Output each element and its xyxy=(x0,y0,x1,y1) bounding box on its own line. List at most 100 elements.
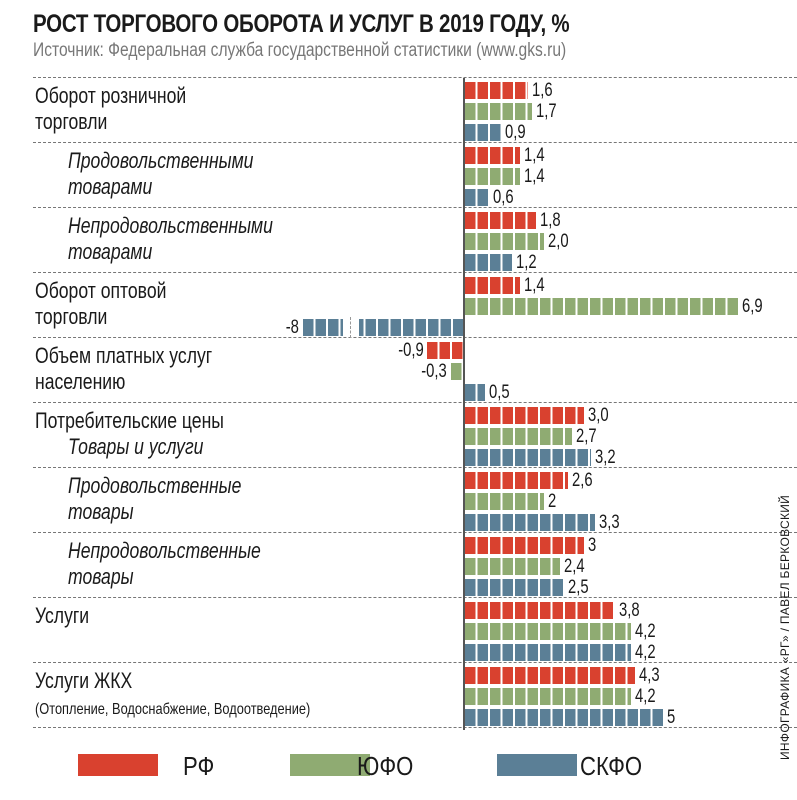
group-label: населению xyxy=(35,369,126,394)
group-separator xyxy=(33,597,797,598)
bar-rf xyxy=(465,147,521,164)
value-label: 3,8 xyxy=(619,600,640,621)
bar-rf xyxy=(465,537,584,554)
value-label: 0,6 xyxy=(492,187,514,208)
bar-rf xyxy=(465,667,635,684)
value-label: 2,6 xyxy=(571,470,593,491)
legend-swatch-skfo xyxy=(497,754,577,776)
group-label: товары xyxy=(68,564,134,589)
legend-swatch-yufo xyxy=(290,754,370,776)
bar-rf xyxy=(465,602,616,619)
group-label: торговли xyxy=(35,109,108,134)
value-label: 5 xyxy=(666,707,675,728)
group-label: товары xyxy=(68,499,134,524)
value-label: 4,2 xyxy=(634,686,656,707)
value-label: -0,9 xyxy=(397,340,424,361)
zero-axis xyxy=(463,78,465,730)
bar-rf xyxy=(465,212,537,229)
value-label: 3 xyxy=(587,535,596,556)
bar-skfo xyxy=(465,709,663,726)
group-separator xyxy=(33,662,797,663)
group-label: Непродовольственные xyxy=(68,538,261,563)
value-label: 1,6 xyxy=(532,80,553,101)
bar-yufo xyxy=(465,168,521,185)
group-label: Продовольственные xyxy=(68,473,242,498)
group-label: Оборот розничной xyxy=(35,83,187,108)
group-label: (Отопление, Водоснабжение, Водоотведение… xyxy=(35,701,311,718)
group-separator xyxy=(33,142,797,143)
group-label: товарами xyxy=(68,239,153,264)
chart-title: РОСТ ТОРГОВОГО ОБОРОТА И УСЛУГ В 2019 ГО… xyxy=(33,10,570,38)
value-label: 3,2 xyxy=(595,447,616,468)
group-separator xyxy=(33,467,797,468)
group-label: Услуги ЖКХ xyxy=(35,668,133,693)
bar-rf xyxy=(465,407,584,424)
axis-break xyxy=(343,319,359,336)
bar-yufo xyxy=(465,493,544,510)
group-label: Товары и услуги xyxy=(68,434,204,459)
bar-yufo xyxy=(465,103,533,120)
bar-skfo xyxy=(303,319,463,336)
value-label: 1,4 xyxy=(524,275,545,296)
bar-yufo xyxy=(465,428,572,445)
value-label: 6,9 xyxy=(741,296,763,317)
value-label: 1,7 xyxy=(536,101,557,122)
value-label: 1,8 xyxy=(540,210,561,231)
group-label: Продовольственными xyxy=(68,148,254,173)
group-label: Непродовольственными xyxy=(68,213,273,238)
value-label: 4,3 xyxy=(638,665,660,686)
group-label: торговли xyxy=(35,304,108,329)
bar-yufo xyxy=(451,363,463,380)
bar-skfo xyxy=(465,644,631,661)
value-label: 2,5 xyxy=(567,577,589,598)
value-label: 0,9 xyxy=(504,122,526,143)
bar-skfo xyxy=(465,124,501,141)
chart-source: Источник: Федеральная служба государстве… xyxy=(33,40,567,61)
bar-rf xyxy=(465,472,568,489)
bar-skfo xyxy=(465,189,489,206)
bar-skfo xyxy=(465,384,485,401)
group-label: Объем платных услуг xyxy=(35,343,213,368)
legend-label-rf: РФ xyxy=(183,751,215,781)
group-separator xyxy=(33,272,797,273)
bar-yufo xyxy=(465,623,631,640)
value-label: 1,2 xyxy=(516,252,537,273)
axis-break-mark xyxy=(350,317,351,338)
bar-rf xyxy=(427,342,463,359)
bar-rf xyxy=(465,82,529,99)
bar-yufo xyxy=(465,688,631,705)
value-label: 4,2 xyxy=(634,621,656,642)
bar-yufo xyxy=(465,298,738,315)
bar-rf xyxy=(465,277,521,294)
value-label: 3,3 xyxy=(599,512,620,533)
group-separator xyxy=(33,77,797,78)
bar-skfo xyxy=(465,514,596,531)
group-separator xyxy=(33,532,797,533)
value-label: 1,4 xyxy=(524,166,545,187)
legend-swatch-rf xyxy=(78,754,158,776)
value-label: 2,0 xyxy=(548,231,569,252)
value-label: 4,2 xyxy=(634,642,656,663)
value-label: -8 xyxy=(285,317,299,338)
bar-skfo xyxy=(465,449,592,466)
value-label: 2,7 xyxy=(575,426,597,447)
value-label: 2 xyxy=(548,491,557,512)
value-label: -0,3 xyxy=(421,361,448,382)
group-label: товарами xyxy=(68,174,153,199)
group-label: Оборот оптовой xyxy=(35,278,167,303)
group-separator xyxy=(33,727,797,728)
value-label: 0,5 xyxy=(488,382,510,403)
bar-yufo xyxy=(465,233,544,250)
legend-label-yufo: ЮФО xyxy=(357,751,414,781)
group-label: Услуги xyxy=(35,603,90,628)
credit: ИНФОГРАФИКА «РГ» / ПАВЕЛ БЕРКОВСКИЙ xyxy=(778,494,792,760)
bar-skfo xyxy=(465,254,513,271)
bar-yufo xyxy=(465,558,560,575)
group-separator xyxy=(33,337,797,338)
group-separator xyxy=(33,207,797,208)
bar-skfo xyxy=(465,579,564,596)
value-label: 1,4 xyxy=(524,145,545,166)
group-label: Потребительские цены xyxy=(35,408,224,433)
value-label: 3,0 xyxy=(587,405,609,426)
